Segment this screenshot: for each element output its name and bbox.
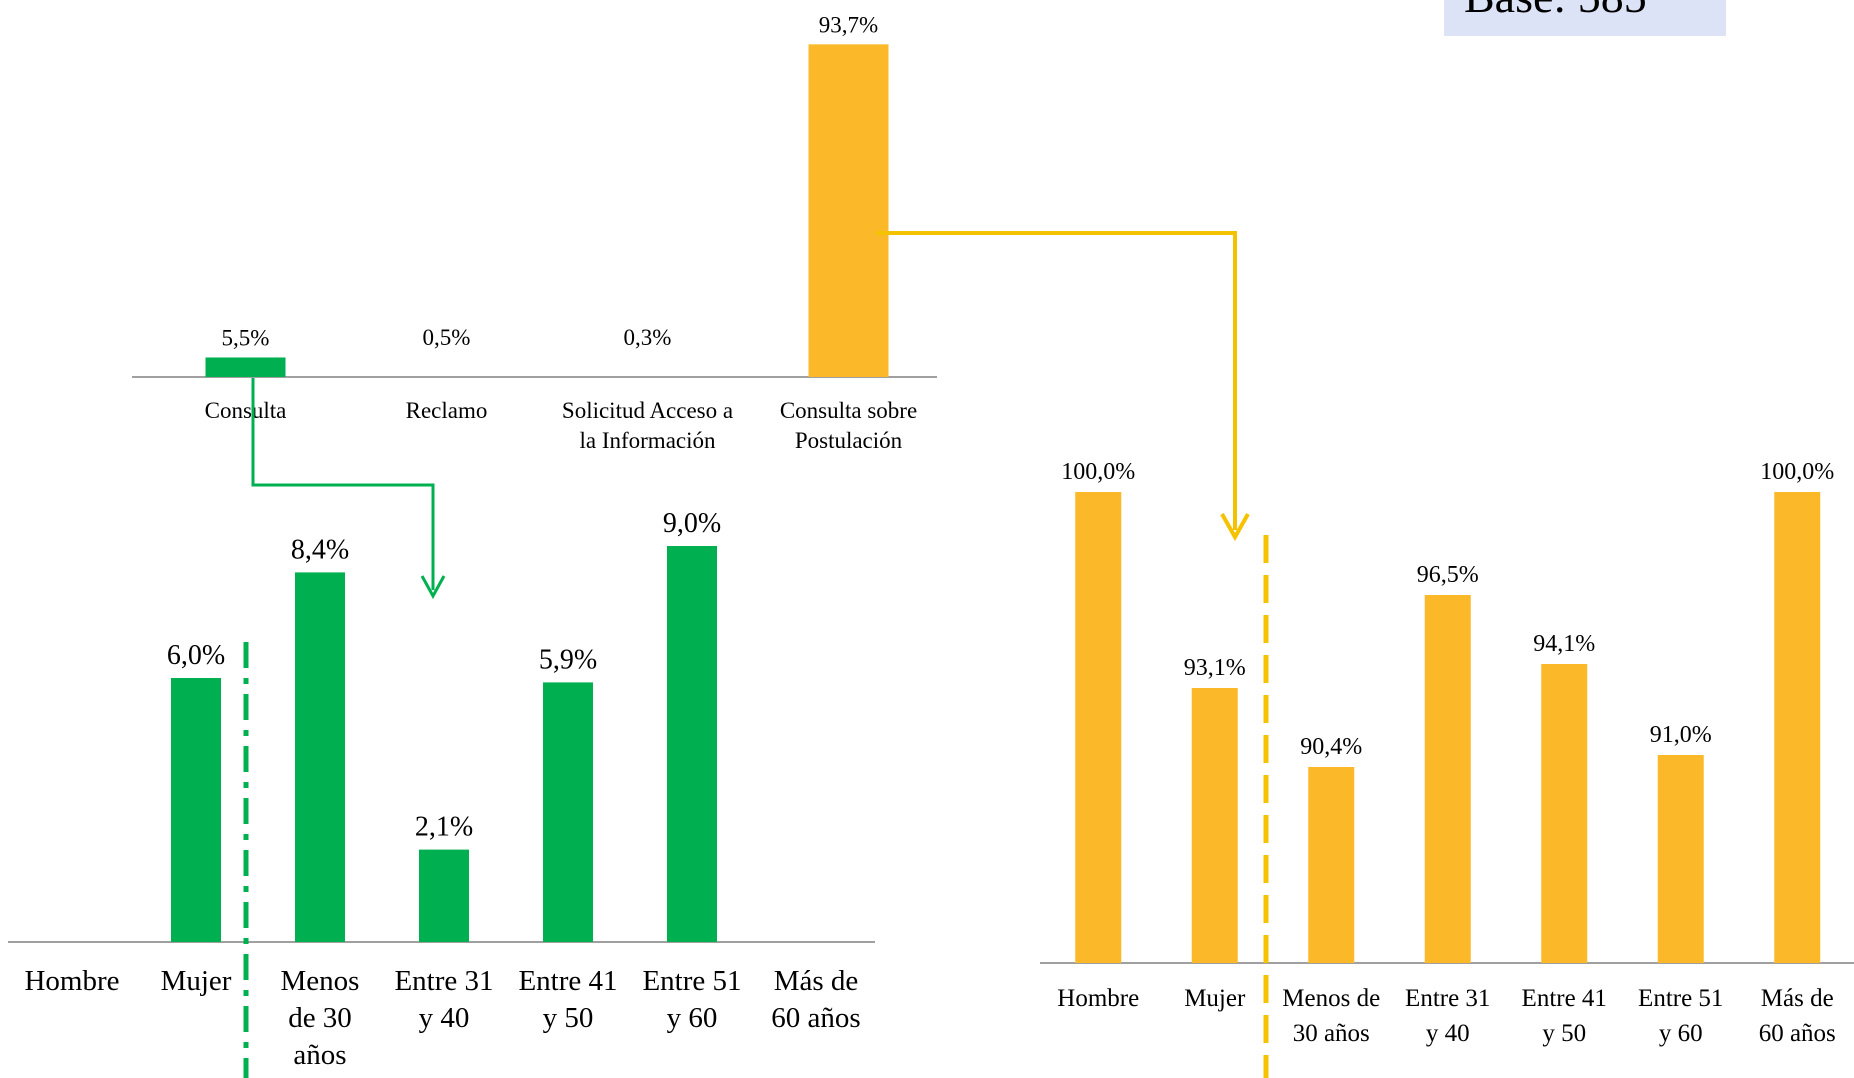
base-box: Base: 585 [1444, 0, 1726, 36]
bar [808, 44, 889, 378]
category-label: Postulación [795, 428, 903, 453]
category-label: años [293, 1039, 346, 1071]
bar [171, 678, 221, 942]
category-label: Hombre [1057, 985, 1139, 1012]
data-label: 5,9% [539, 644, 597, 675]
category-label: Entre 31 [1405, 985, 1490, 1012]
data-label: 93,7% [819, 12, 878, 37]
connectors [243, 231, 1269, 1078]
bar [667, 546, 717, 942]
category-label: Consulta [205, 398, 287, 423]
category-label: Entre 41 [518, 965, 617, 997]
data-label: 100,0% [1760, 459, 1834, 485]
category-label: Más de [774, 965, 859, 997]
category-label: y 40 [1426, 1020, 1470, 1047]
yellow-connector-line [876, 231, 1237, 530]
category-label: Solicitud Acceso a [562, 398, 733, 423]
data-label: 90,4% [1300, 734, 1362, 760]
data-label: 9,0% [663, 508, 721, 539]
green-arrowhead [420, 575, 446, 600]
category-label: y 60 [667, 1002, 718, 1034]
data-label: 100,0% [1061, 459, 1135, 485]
data-label: 93,1% [1184, 655, 1246, 681]
data-label: 6,0% [167, 640, 225, 671]
category-label: Entre 41 [1522, 985, 1607, 1012]
green-connector-line [251, 378, 435, 590]
bar [1308, 767, 1355, 963]
category-label: 60 años [1759, 1020, 1836, 1047]
category-label: la Información [579, 428, 716, 453]
bar [1541, 664, 1588, 963]
data-label: 0,5% [423, 325, 471, 350]
data-label: 8,4% [291, 534, 349, 565]
category-label: 60 años [771, 1002, 860, 1034]
yellow-arrowhead [1220, 513, 1250, 542]
bar [419, 849, 469, 942]
bar [543, 682, 593, 942]
data-label: 94,1% [1533, 631, 1595, 657]
category-label: y 40 [419, 1002, 470, 1034]
data-label: 91,0% [1650, 722, 1712, 748]
bar [295, 572, 345, 942]
category-label: 30 años [1293, 1020, 1370, 1047]
bar [1075, 492, 1122, 963]
category-label: Hombre [24, 965, 119, 997]
category-label: Entre 31 [394, 965, 493, 997]
data-label: 5,5% [222, 325, 270, 350]
category-label: y 60 [1659, 1020, 1703, 1047]
category-label: Reclamo [406, 398, 488, 423]
data-label: 96,5% [1417, 562, 1479, 588]
bar [1774, 492, 1821, 963]
category-label: Menos de [1282, 985, 1380, 1012]
category-label: Mujer [161, 965, 232, 997]
bar [205, 357, 286, 377]
yellow-chart: 100,0% Hombre 93,1% Mujer 90,4% Menos de 30 añ… [1040, 459, 1854, 1047]
bar [1191, 688, 1238, 963]
category-label: Más de [1761, 985, 1834, 1012]
bar [1657, 755, 1704, 963]
category-label: de 30 [288, 1002, 352, 1034]
data-label: 0,3% [624, 325, 672, 350]
green-chart: Hombre 6,0% Mujer 8,4% Menos de 30 años 2,1% Ent… [8, 508, 875, 1071]
category-label: Consulta sobre [780, 398, 917, 423]
data-label: 2,1% [415, 812, 473, 843]
category-label: Mujer [1184, 985, 1246, 1012]
top-chart: 5,5% Consulta 0,5% Reclamo 0,3% Solicitud Acc… [132, 12, 937, 453]
category-label: Entre 51 [1638, 985, 1723, 1012]
category-label: Entre 51 [642, 965, 741, 997]
category-label: Menos [281, 965, 360, 997]
category-label: y 50 [543, 1002, 594, 1034]
base-label: Base: 585 [1464, 0, 1647, 23]
bar [1424, 595, 1471, 963]
category-label: y 50 [1542, 1020, 1586, 1047]
